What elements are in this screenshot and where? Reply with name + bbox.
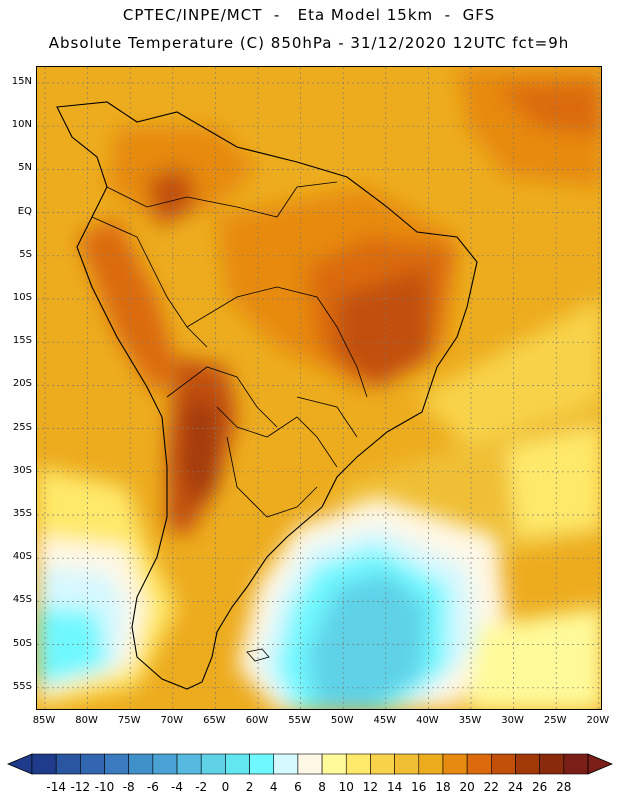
colorbar-swatch xyxy=(225,753,250,775)
colorbar-arrow-right xyxy=(587,753,614,775)
lon-label: 25W xyxy=(543,715,567,726)
continent-outline xyxy=(56,101,478,690)
colorbar-arrow-left xyxy=(6,753,33,775)
colorbar-tick-label: 24 xyxy=(507,780,524,794)
falkland-islands xyxy=(246,648,270,662)
colorbar-swatch xyxy=(466,753,492,775)
colorbar-tick-label: 6 xyxy=(294,780,302,794)
lon-label: 55W xyxy=(288,715,311,726)
colorbar-swatch xyxy=(273,753,299,775)
colorbar-tick-label: -10 xyxy=(94,780,115,794)
colorbar-tick-label: 22 xyxy=(483,780,499,794)
lon-label: 85W xyxy=(32,715,56,726)
colorbar-swatch xyxy=(321,753,347,775)
lat-label: 5N xyxy=(18,162,32,174)
colorbar-tick-label: 20 xyxy=(459,780,475,794)
colorbar-tick-label: 12 xyxy=(362,780,379,794)
colorbar-tick-label: -6 xyxy=(146,780,159,794)
colorbar-tick-label: -14 xyxy=(46,780,66,794)
colorbar-swatch xyxy=(491,753,516,775)
colorbar-tick-label: 16 xyxy=(411,780,427,794)
colorbar-swatch xyxy=(442,753,468,775)
colorbar-swatch xyxy=(128,753,154,775)
lat-label: 15S xyxy=(12,335,32,347)
lon-label: 45W xyxy=(373,715,397,726)
colorbar-swatch xyxy=(80,753,105,775)
lat-label: 20S xyxy=(12,378,32,390)
lat-label: 15N xyxy=(11,76,32,87)
graticule xyxy=(37,67,601,709)
lat-label: 10N xyxy=(11,119,32,131)
colorbar-swatch xyxy=(345,753,371,775)
map-canvas xyxy=(37,67,601,709)
colorbar-swatch xyxy=(297,753,323,775)
colorbar-swatch xyxy=(563,753,589,775)
lon-label: 60W xyxy=(245,715,269,726)
colorbar-swatch xyxy=(200,753,226,775)
lat-label: 40S xyxy=(12,551,32,563)
colorbar-swatch xyxy=(539,753,565,775)
colorbar-tick-label: 2 xyxy=(245,780,254,794)
colorbar-tick-label: 10 xyxy=(338,780,354,794)
lon-label: 35W xyxy=(458,715,482,726)
colorbar-tick-label: 14 xyxy=(386,780,403,794)
colorbar-swatch xyxy=(31,753,57,775)
lon-label: 40W xyxy=(416,715,439,726)
colorbar-swatch xyxy=(176,753,202,775)
colorbar xyxy=(6,753,614,775)
lat-label: EQ xyxy=(17,205,32,217)
colorbar-swatch xyxy=(394,753,420,775)
colorbar-tick-label: -2 xyxy=(195,780,208,794)
colorbar-tick-label: -4 xyxy=(171,780,184,794)
colorbar-swatch xyxy=(515,753,540,775)
lon-label: 80W xyxy=(75,715,98,726)
lat-label: 55S xyxy=(12,680,32,692)
chart-title-line-2: Absolute Temperature (C) 850hPa - 31/12/… xyxy=(48,34,570,52)
colorbar-swatch xyxy=(418,753,444,775)
country-borders xyxy=(91,181,368,518)
lon-label: 30W xyxy=(501,715,524,726)
colorbar-tick-label: -12 xyxy=(70,780,91,794)
lon-label: 20W xyxy=(586,715,610,726)
lat-label: 10S xyxy=(12,292,32,303)
lat-label: 35S xyxy=(12,508,32,519)
colorbar-tick-label: 8 xyxy=(318,780,326,794)
cold-zones xyxy=(37,467,601,709)
lon-label: 65W xyxy=(203,715,226,726)
colorbar-swatch xyxy=(249,753,275,775)
colorbar-tick-label: 4 xyxy=(269,780,278,794)
colorbar-swatch xyxy=(104,753,129,775)
lon-label: 75W xyxy=(117,715,141,726)
lon-label: 70W xyxy=(160,715,184,726)
colorbar-tick-label: 28 xyxy=(556,780,572,794)
colorbar-tick-label: -8 xyxy=(122,780,135,794)
colorbar-tick-label: 18 xyxy=(435,780,451,794)
lat-label: 30S xyxy=(12,464,32,476)
lon-label: 50W xyxy=(330,715,354,726)
colorbar-swatch xyxy=(55,753,81,775)
lat-label: 25S xyxy=(12,421,32,433)
colorbar-swatch xyxy=(152,753,178,775)
chart-title-line-1: CPTEC/INPE/MCT - Eta Model 15km - GFS xyxy=(122,6,496,24)
temperature-map[interactable] xyxy=(36,66,602,710)
lat-label: 50S xyxy=(12,637,32,649)
colorbar-tick-label: 26 xyxy=(532,780,548,794)
colorbar-swatch xyxy=(370,753,395,775)
lat-label: 45S xyxy=(12,594,32,606)
warm-zones xyxy=(77,67,601,567)
colorbar-tick-label: 0 xyxy=(221,780,230,794)
lat-label: 5S xyxy=(19,248,32,260)
